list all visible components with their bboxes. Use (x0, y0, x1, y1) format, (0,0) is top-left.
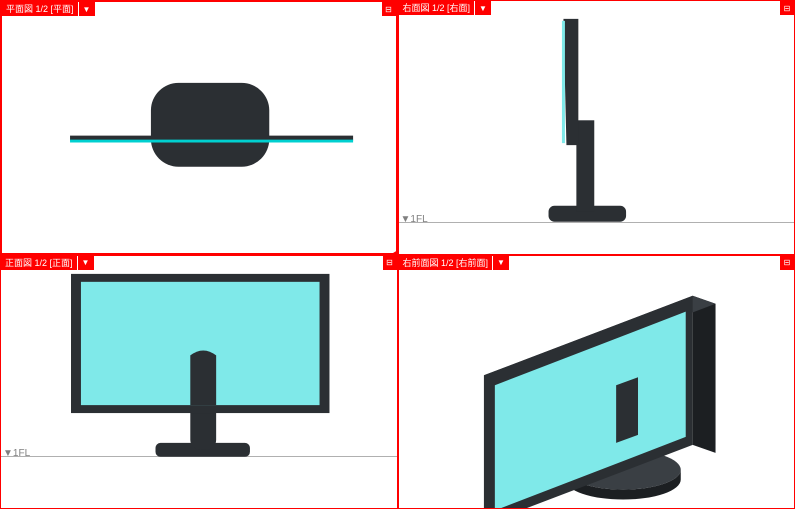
viewport-titlebar: 右面図 1/2 [右面] ▼ (399, 1, 492, 15)
iso-view-canvas (399, 256, 795, 509)
front-view-canvas (1, 256, 397, 509)
viewport-right[interactable]: 右面図 1/2 [右面] ▼ ⊟ ▼1FL (398, 0, 795, 255)
viewport-title[interactable]: 右面図 1/2 [右面] (399, 1, 475, 15)
monitor-neck-overlay (190, 350, 216, 405)
chevron-down-icon: ▼ (479, 4, 487, 13)
viewport-front[interactable]: 正面図 1/2 [正面] ▼ ⊟ ▼1FL (0, 255, 398, 509)
viewport-menu-button[interactable]: ▼ (475, 1, 491, 15)
viewport-menu-button[interactable]: ▼ (493, 256, 509, 270)
viewport-iso[interactable]: 右前面図 1/2 [右前面] ▼ ⊟ (398, 255, 795, 509)
viewport-maximize-button[interactable]: ⊟ (382, 2, 396, 16)
floor-level-label: ▼1FL (3, 448, 30, 459)
viewport-titlebar: 平面図 1/2 [平面] ▼ (2, 2, 95, 16)
chevron-down-icon: ▼ (83, 5, 91, 14)
maximize-icon: ⊟ (784, 258, 791, 267)
monitor-panel-side (563, 19, 578, 145)
maximize-icon: ⊟ (784, 4, 791, 13)
viewport-title[interactable]: 正面図 1/2 [正面] (1, 256, 77, 270)
maximize-icon: ⊟ (385, 5, 392, 14)
monitor-base-top (151, 83, 269, 167)
viewport-menu-button[interactable]: ▼ (78, 256, 94, 270)
viewport-plan[interactable]: 平面図 1/2 [平面] ▼ ⊟ (0, 0, 398, 255)
active-viewport-arrow-icon (388, 250, 398, 262)
viewport-title[interactable]: 平面図 1/2 [平面] (2, 2, 78, 16)
chevron-down-icon: ▼ (82, 258, 90, 267)
monitor-neck-side (576, 120, 594, 211)
viewport-maximize-button[interactable]: ⊟ (780, 1, 794, 15)
monitor-neck-iso-overlay (616, 377, 638, 443)
viewport-title[interactable]: 右前面図 1/2 [右前面] (399, 256, 493, 270)
monitor-bezel-iso-side (692, 295, 715, 452)
viewport-titlebar: 右前面図 1/2 [右前面] ▼ (399, 256, 510, 270)
viewport-maximize-button[interactable]: ⊟ (780, 256, 794, 270)
right-view-canvas (399, 1, 795, 254)
chevron-down-icon: ▼ (497, 258, 505, 267)
viewport-menu-button[interactable]: ▼ (79, 2, 95, 16)
plan-view-canvas (2, 2, 396, 253)
floor-level-label: ▼1FL (401, 214, 428, 225)
viewport-titlebar: 正面図 1/2 [正面] ▼ (1, 256, 94, 270)
